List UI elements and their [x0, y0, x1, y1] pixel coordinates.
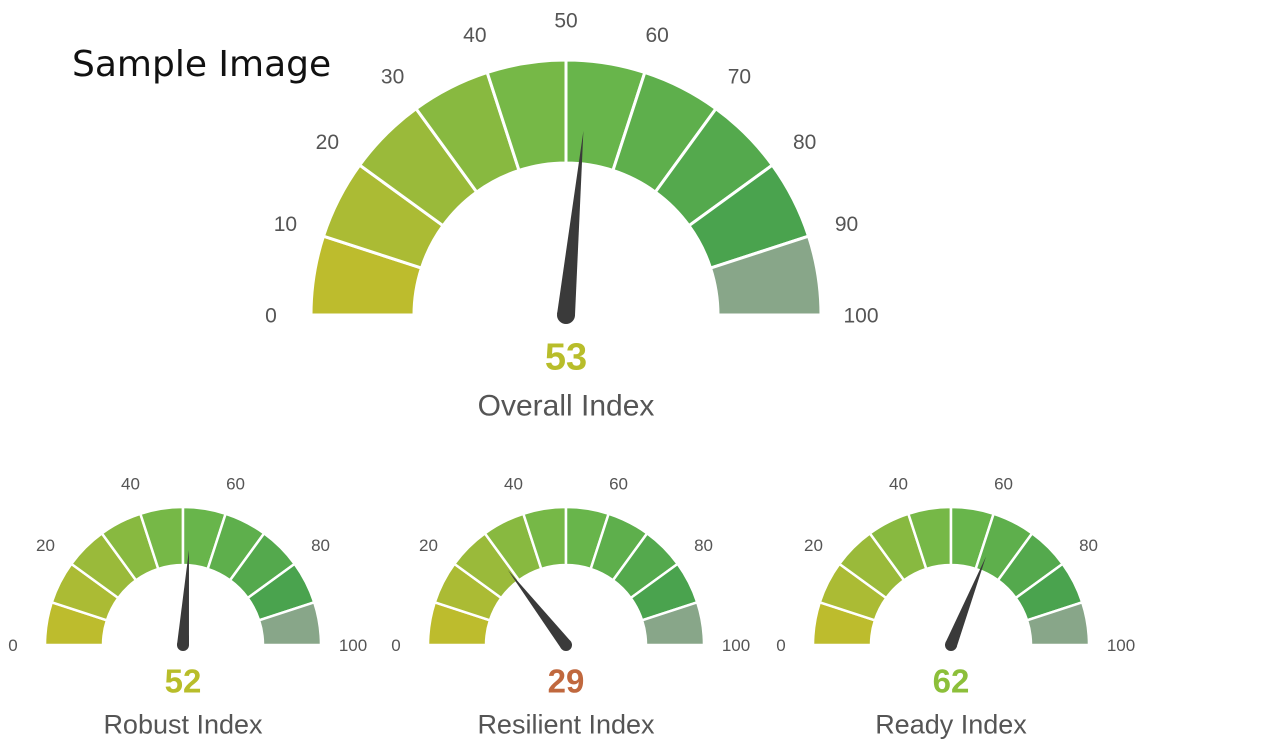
tick-label: 80 [311, 536, 330, 555]
tick-label: 80 [793, 131, 816, 154]
tick-label: 20 [804, 536, 823, 555]
gauge-needle [507, 569, 571, 649]
gauge-segment [257, 600, 323, 647]
gauge-needle [945, 556, 986, 648]
tick-label: 100 [843, 304, 878, 327]
gauge-title: Robust Index [103, 709, 263, 739]
needle-hub [177, 639, 189, 651]
gauge-needle [177, 550, 189, 646]
tick-label: 30 [381, 66, 404, 89]
tick-label: 80 [1079, 536, 1098, 555]
tick-label: 20 [36, 536, 55, 555]
tick-label: 70 [728, 66, 751, 89]
gauge-ready-index: 0 20 40 60 80 100 62 Ready Index [776, 474, 1135, 739]
gauge-segment [708, 234, 823, 317]
gauge-value: 52 [165, 663, 202, 700]
tick-label: 40 [504, 474, 523, 493]
tick-label: 80 [694, 536, 713, 555]
tick-label: 0 [8, 636, 17, 655]
tick-label: 100 [1107, 636, 1135, 655]
tick-label: 10 [274, 213, 297, 236]
tick-label: 0 [265, 304, 277, 327]
tick-label: 0 [391, 636, 400, 655]
gauge-title: Ready Index [875, 709, 1027, 739]
gauge-segment [1025, 600, 1091, 647]
tick-label: 60 [994, 474, 1013, 493]
gauge-resilient-index: 0 20 40 60 80 100 29 Resilient Index [391, 474, 750, 739]
gauge-value: 62 [933, 663, 970, 700]
gauge-value: 29 [548, 663, 585, 700]
tick-label: 60 [226, 474, 245, 493]
gauge-overall-index: 0 10 20 30 40 50 60 70 80 90 100 53 Overall Index [265, 9, 878, 422]
tick-label: 20 [316, 131, 339, 154]
tick-label: 90 [835, 213, 858, 236]
tick-label: 40 [889, 474, 908, 493]
needle-hub [945, 639, 957, 651]
gauge-segment [640, 600, 706, 647]
tick-label: 20 [419, 536, 438, 555]
tick-label: 40 [121, 474, 140, 493]
tick-label: 60 [609, 474, 628, 493]
tick-label: 0 [776, 636, 785, 655]
tick-label: 100 [722, 636, 750, 655]
tick-label: 50 [554, 9, 577, 32]
needle-hub [557, 306, 575, 324]
gauge-title: Overall Index [478, 390, 655, 423]
tick-label: 100 [339, 636, 367, 655]
gauge-title: Resilient Index [477, 709, 655, 739]
gauge-value: 53 [545, 336, 587, 378]
gauge-needle [557, 130, 584, 316]
sample-image-watermark: Sample Image [72, 44, 332, 85]
tick-label: 60 [645, 24, 668, 47]
needle-hub [560, 639, 572, 651]
tick-label: 40 [463, 24, 486, 47]
gauge-robust-index: 0 20 40 60 80 100 52 Robust Index [8, 474, 367, 739]
